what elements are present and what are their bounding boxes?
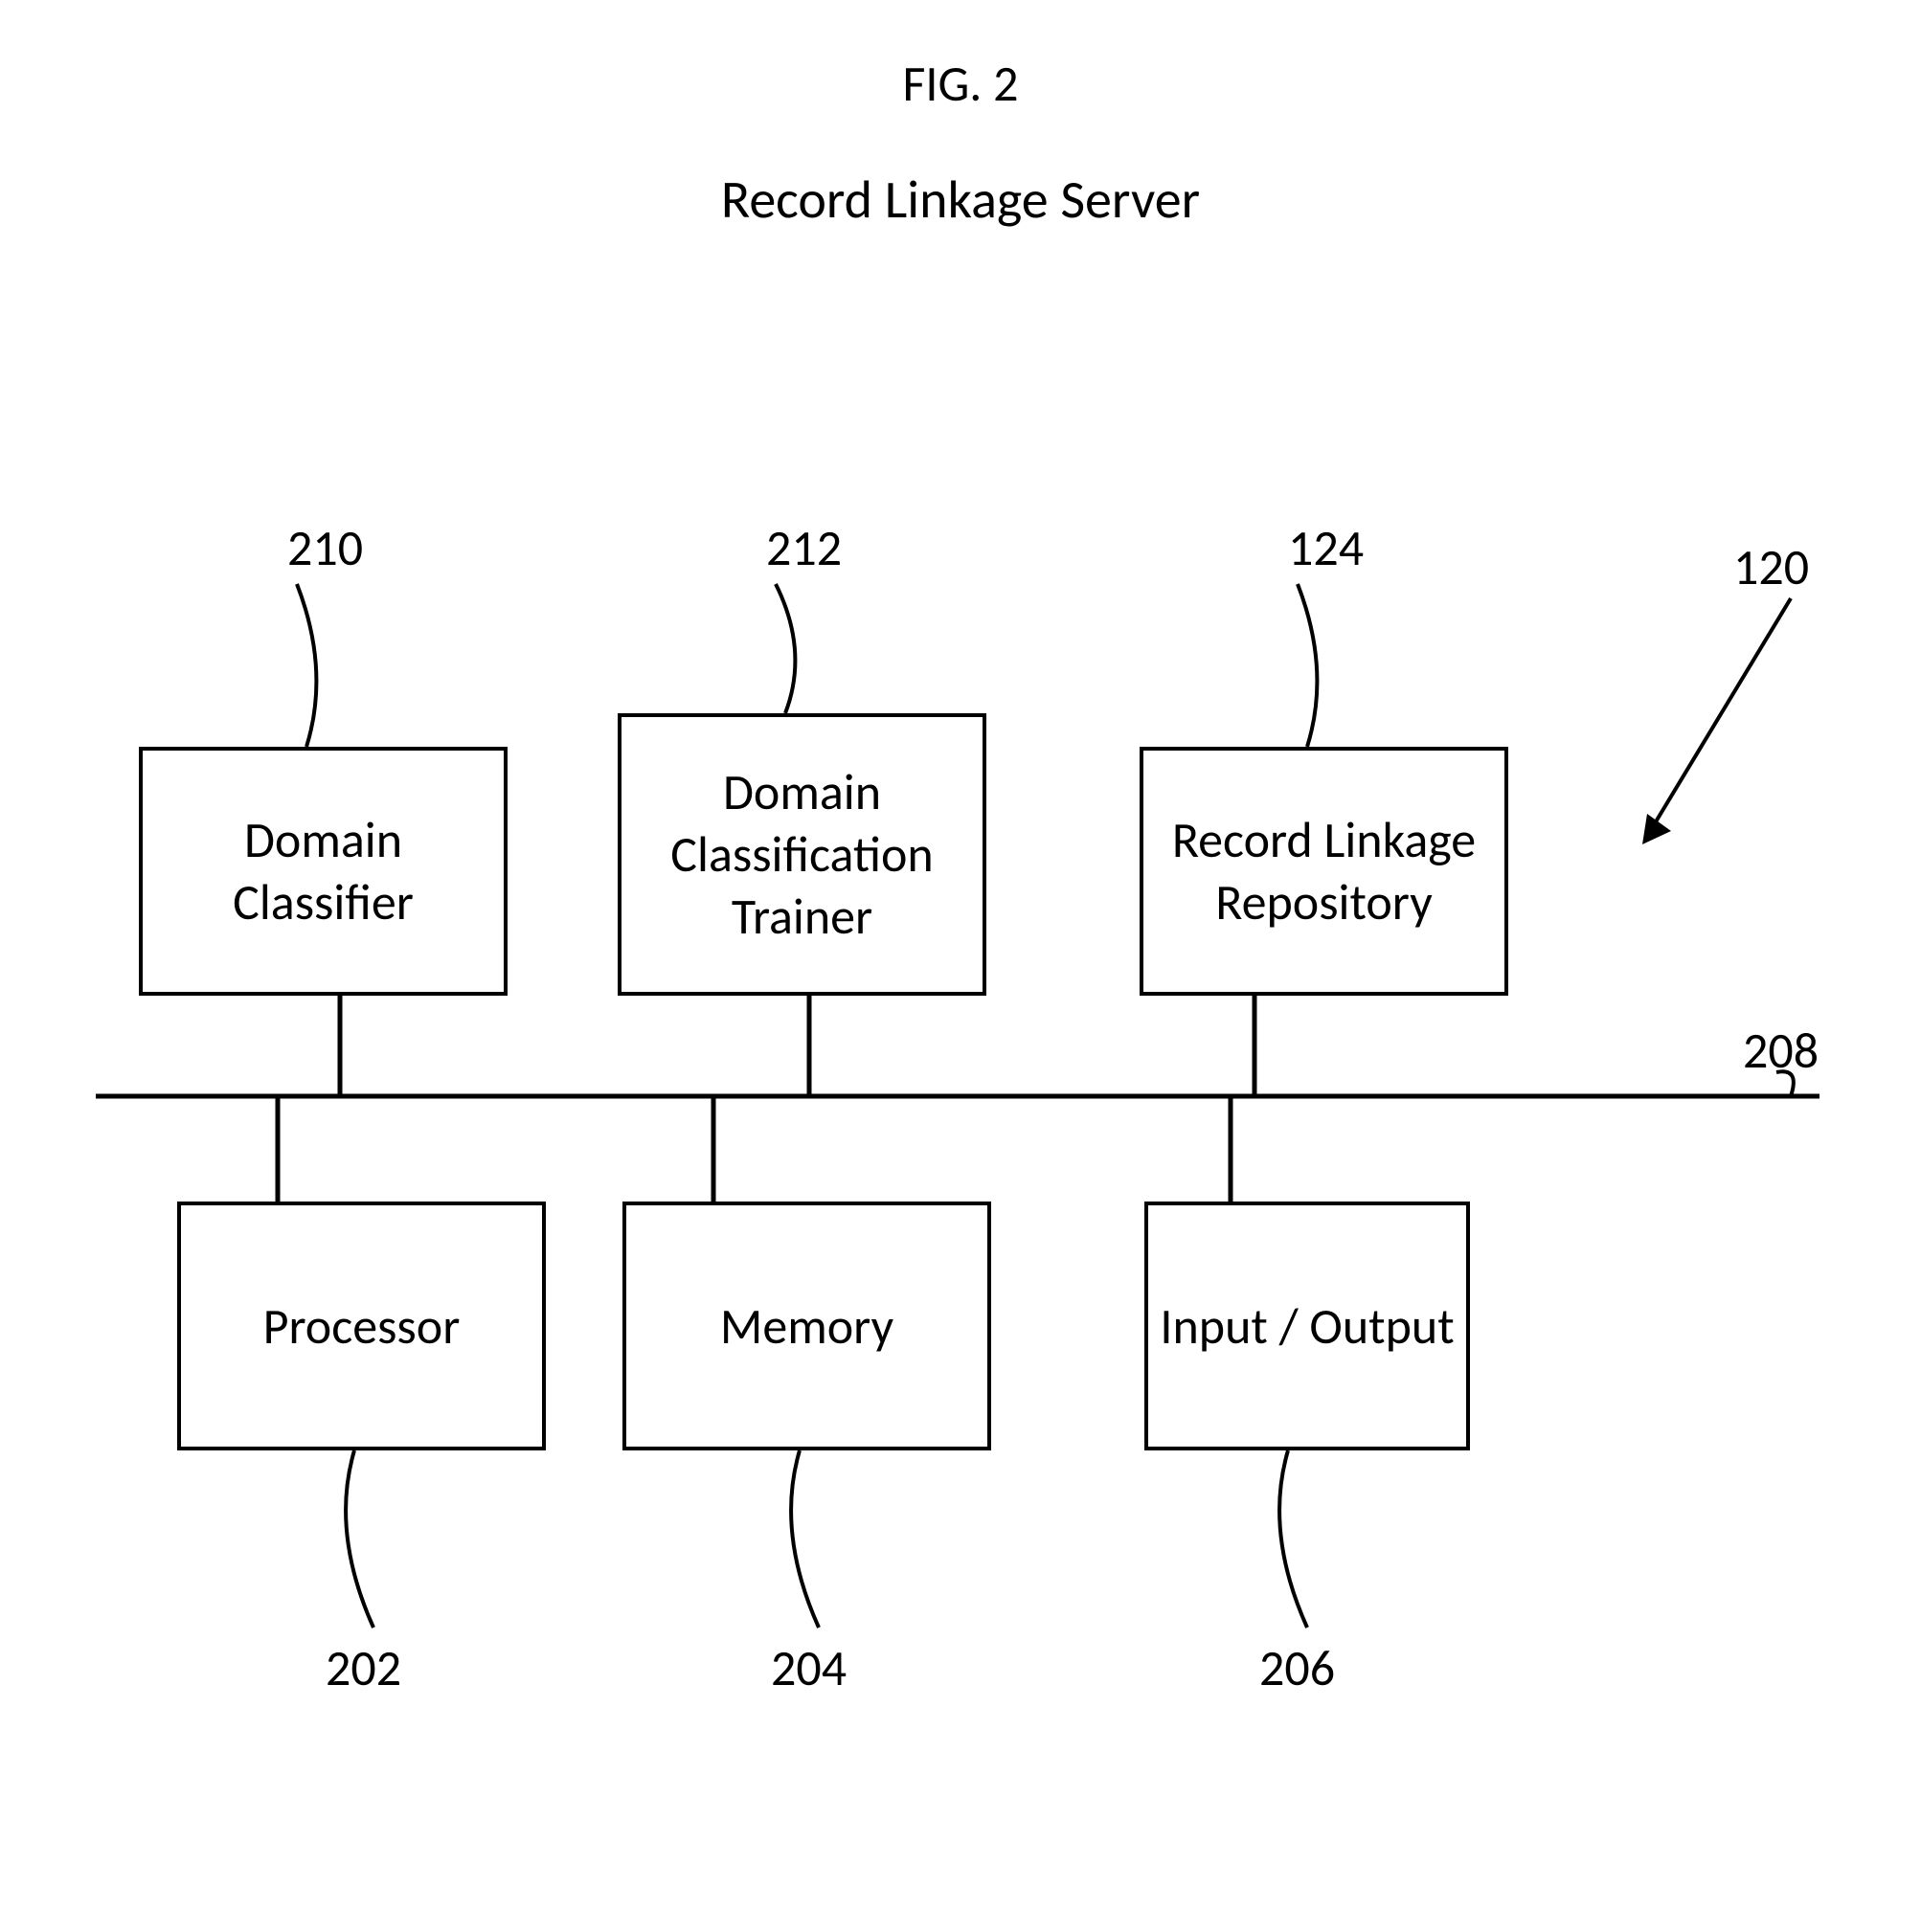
ref-212: 212 — [766, 517, 842, 578]
box-domain-trainer: Domain Classification Trainer — [618, 713, 986, 996]
box-label: Memory — [720, 1295, 893, 1358]
ref-208: 208 — [1743, 1020, 1819, 1081]
box-label: Domain Classification Trainer — [631, 761, 973, 948]
ref-124: 124 — [1288, 517, 1364, 578]
box-domain-classifier: Domain Classifier — [139, 747, 508, 996]
box-label: Input / Output — [1160, 1295, 1454, 1358]
ref-204: 204 — [771, 1637, 847, 1698]
box-memory: Memory — [622, 1202, 991, 1450]
box-record-repo: Record Linkage Repository — [1140, 747, 1508, 996]
box-io: Input / Output — [1144, 1202, 1470, 1450]
block-diagram: Domain Classifier Domain Classification … — [0, 0, 1921, 1932]
box-label: Record Linkage Repository — [1153, 809, 1495, 933]
ref-120: 120 — [1733, 536, 1809, 597]
ref-202: 202 — [326, 1637, 401, 1698]
ref-206: 206 — [1259, 1637, 1335, 1698]
box-processor: Processor — [177, 1202, 546, 1450]
ref-210: 210 — [287, 517, 363, 578]
box-label: Processor — [263, 1295, 461, 1358]
box-label: Domain Classifier — [152, 809, 494, 933]
